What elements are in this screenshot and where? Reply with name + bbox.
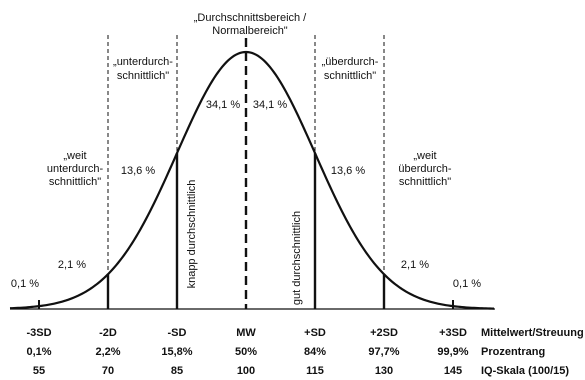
iq-value: 70 xyxy=(102,365,114,377)
zone-far-left-label: „weit unterdurch- schnittlich" xyxy=(47,150,104,188)
prozentrang-value: 84% xyxy=(304,346,326,358)
scale-rows: -3SD -2D -SD MW +SD +2SD +3SD 0,1% 2,2% 15,8% 50% 8… xyxy=(26,327,468,377)
position-label: +2SD xyxy=(370,327,398,339)
vertical-label-left: knapp durchschnittlich xyxy=(186,180,198,289)
position-label: +SD xyxy=(304,327,326,339)
percent-label: 13,6 % xyxy=(121,165,155,177)
zone-center-line1: „Durchschnittsbereich / xyxy=(194,12,307,24)
zone-far-right-line2: überdurch- xyxy=(398,163,452,175)
zone-left-line2: schnittlich" xyxy=(117,70,169,82)
vertical-label-right: gut durchschnittlich xyxy=(291,211,303,305)
iq-value: 115 xyxy=(306,365,324,377)
zone-far-left-line1: „weit xyxy=(63,150,86,162)
prozentrang-value: 2,2% xyxy=(95,346,120,358)
percent-label: 13,6 % xyxy=(331,165,365,177)
sd-divider-lines xyxy=(38,35,454,309)
prozentrang-value: 15,8% xyxy=(161,346,192,358)
row-label-positions: Mittelwert/Streuung xyxy=(481,327,584,339)
position-label: -SD xyxy=(168,327,187,339)
zone-right-label: „überdurch- schnittlich" xyxy=(322,56,379,82)
zone-far-right-label: „weit überdurch- schnittlich" xyxy=(398,150,452,188)
zone-center-line2: Normalbereich" xyxy=(212,25,288,37)
percent-label: 0,1 % xyxy=(453,278,481,290)
iq-value: 100 xyxy=(237,365,255,377)
prozentrang-value: 50% xyxy=(235,346,257,358)
prozentrang-value: 99,9% xyxy=(437,346,468,358)
zone-far-left-line2: unterdurch- xyxy=(47,163,104,175)
percent-label: 2,1 % xyxy=(58,259,86,271)
zone-far-left-line3: schnittlich" xyxy=(49,176,101,188)
iq-value: 130 xyxy=(375,365,393,377)
percent-label: 2,1 % xyxy=(401,259,429,271)
position-label: -3SD xyxy=(26,327,51,339)
position-label: +3SD xyxy=(439,327,467,339)
percent-label: 34,1 % xyxy=(206,99,240,111)
bell-curve xyxy=(9,50,495,310)
percent-label: 34,1 % xyxy=(253,99,287,111)
row-label-iq: IQ-Skala (100/15) xyxy=(481,365,569,377)
zone-center-label: „Durchschnittsbereich / Normalbereich" xyxy=(194,12,307,37)
percent-label: 0,1 % xyxy=(11,278,39,290)
prozentrang-value: 0,1% xyxy=(26,346,51,358)
zone-far-right-line1: „weit xyxy=(413,150,436,162)
zone-right-line2: schnittlich" xyxy=(324,70,376,82)
zone-left-label: „unterdurch- schnittlich" xyxy=(113,56,173,82)
zone-right-line1: „überdurch- xyxy=(322,56,379,68)
iq-value: 55 xyxy=(33,365,45,377)
prozentrang-value: 97,7% xyxy=(368,346,399,358)
percentage-labels: 0,1 % 2,1 % 13,6 % 34,1 % 34,1 % 13,6 % 2,1 % 0… xyxy=(11,99,481,290)
iq-value: 85 xyxy=(171,365,183,377)
iq-value: 145 xyxy=(444,365,462,377)
row-label-prozentrang: Prozentrang xyxy=(481,346,545,358)
position-label: MW xyxy=(236,327,256,339)
zone-far-right-line3: schnittlich" xyxy=(399,176,451,188)
zone-left-line1: „unterdurch- xyxy=(113,56,173,68)
position-label: -2D xyxy=(99,327,117,339)
